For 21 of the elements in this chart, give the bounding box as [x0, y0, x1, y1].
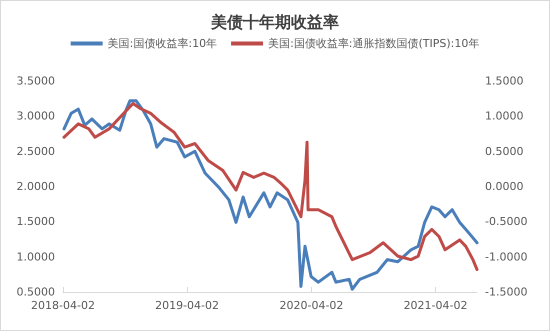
y2-tick-label: 1.5000	[485, 74, 524, 88]
y-tick-label: 1.5000	[16, 215, 55, 228]
x-tick-label: 2018-04-02	[31, 299, 95, 312]
y2-tick-label: 0.0000	[485, 180, 524, 193]
y2-tick-label: -1.0000	[485, 250, 528, 264]
x-tick-label: 2021-04-02	[404, 299, 468, 312]
y2-tick-label: -1.5000	[485, 286, 528, 298]
legend-label: 美国:国债收益率:10年	[108, 37, 218, 50]
chart-title: 美债十年期收益率	[210, 12, 339, 32]
y-tick-label: 2.5000	[16, 144, 55, 158]
y-tick-label: 0.5000	[16, 286, 55, 298]
y2-tick-label: 0.5000	[485, 144, 524, 158]
legend-label: 美国:国债收益率:通胀指数国债(TIPS):10年	[268, 37, 480, 50]
x-tick-label: 2019-04-02	[155, 299, 220, 312]
y-tick-label: 3.0000	[16, 110, 55, 123]
y2-tick-label: -0.5000	[485, 215, 528, 228]
x-tick-label: 2020-04-02	[280, 299, 344, 312]
y-tick-label: 3.5000	[16, 74, 55, 88]
y-tick-label: 2.0000	[16, 180, 55, 193]
y2-tick-label: 1.0000	[485, 110, 524, 123]
y-tick-label: 1.0000	[16, 250, 55, 264]
